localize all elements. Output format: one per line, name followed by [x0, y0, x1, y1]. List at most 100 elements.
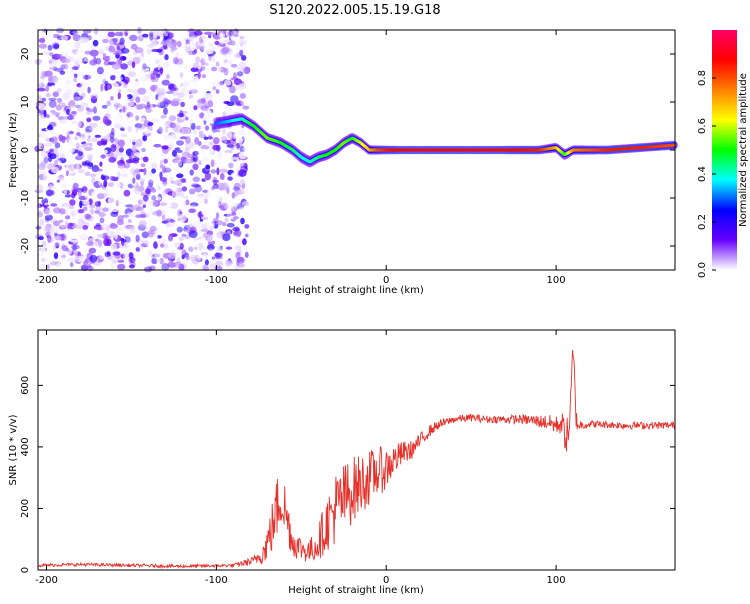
noise-blob	[204, 125, 210, 131]
noise-blob	[102, 135, 109, 140]
noise-blob	[43, 206, 50, 215]
noise-blob	[187, 58, 193, 67]
noise-blob	[135, 247, 141, 252]
noise-blob	[152, 69, 158, 76]
noise-blob	[172, 126, 178, 132]
noise-blob	[241, 188, 249, 194]
noise-blob	[100, 154, 106, 159]
noise-blob	[207, 189, 212, 196]
noise-blob	[168, 83, 175, 90]
spectrogram-y-label: Frequency (Hz)	[8, 112, 19, 188]
noise-blob	[208, 42, 215, 47]
noise-blob	[88, 127, 95, 131]
noise-blob	[53, 66, 58, 72]
noise-blob	[88, 122, 98, 129]
noise-blob	[36, 87, 46, 92]
noise-blob	[145, 174, 151, 182]
noise-blob	[164, 126, 169, 134]
noise-blob	[55, 104, 63, 111]
noise-blob	[208, 65, 216, 73]
noise-blob	[194, 246, 198, 251]
noise-blob	[180, 101, 186, 107]
noise-blob	[239, 93, 247, 99]
noise-blob	[177, 92, 185, 98]
noise-blob	[125, 212, 135, 220]
noise-blob	[167, 261, 176, 268]
noise-blob	[93, 106, 97, 114]
noise-blob	[234, 176, 242, 185]
noise-blob	[89, 59, 97, 66]
noise-blob	[201, 255, 206, 263]
noise-blob	[109, 223, 118, 229]
noise-blob	[141, 231, 149, 239]
noise-blob	[90, 45, 95, 49]
snr-frame	[37, 329, 676, 571]
noise-blob	[126, 111, 134, 119]
noise-blob	[149, 79, 156, 83]
noise-blob	[72, 182, 79, 190]
noise-blob	[113, 102, 122, 108]
noise-blob	[92, 39, 99, 47]
noise-blob	[161, 145, 169, 150]
noise-blob	[163, 60, 170, 69]
noise-blob	[119, 31, 124, 37]
noise-blob	[48, 183, 53, 189]
y-tick-label: 0	[20, 147, 31, 153]
x-tick-label: 0	[383, 275, 389, 286]
noise-blob	[165, 66, 173, 73]
noise-blob	[211, 46, 216, 51]
noise-blob	[49, 225, 59, 233]
noise-blob	[239, 35, 245, 40]
noise-blob	[68, 113, 73, 121]
noise-blob	[188, 94, 194, 99]
noise-blob	[237, 263, 245, 268]
noise-blob	[73, 73, 78, 78]
noise-blob	[138, 220, 147, 228]
noise-blob	[122, 252, 129, 260]
noise-blob	[213, 137, 220, 145]
noise-blob	[42, 97, 47, 102]
noise-blob	[157, 185, 161, 191]
noise-blob	[164, 120, 174, 129]
noise-blob	[225, 151, 232, 158]
noise-blob	[97, 49, 105, 55]
noise-blob	[122, 106, 126, 113]
noise-blob	[78, 214, 86, 220]
noise-blob	[134, 186, 139, 192]
noise-blob	[119, 181, 126, 190]
noise-blob	[148, 172, 153, 177]
noise-blob	[138, 177, 146, 182]
noise-blob	[205, 248, 215, 252]
noise-blob	[161, 79, 170, 86]
noise-blob	[110, 144, 117, 153]
noise-blob	[164, 133, 168, 141]
noise-blob	[129, 34, 138, 42]
noise-blob	[66, 108, 70, 116]
noise-blob	[96, 140, 103, 146]
noise-blob	[224, 106, 231, 111]
noise-blob	[109, 55, 113, 62]
noise-blob	[233, 231, 239, 236]
noise-blob	[168, 136, 174, 142]
noise-blob	[200, 228, 210, 233]
noise-blob	[75, 217, 79, 222]
noise-blob	[238, 83, 247, 90]
noise-blob	[172, 149, 177, 157]
noise-blob	[165, 91, 174, 94]
noise-blob	[121, 214, 129, 218]
noise-blob	[222, 111, 227, 119]
noise-blob	[240, 179, 245, 185]
noise-blob	[189, 254, 197, 262]
noise-blob	[114, 172, 118, 178]
noise-blob	[224, 217, 228, 222]
noise-blob	[44, 142, 53, 147]
noise-blob	[196, 198, 205, 203]
noise-blob	[229, 85, 236, 94]
noise-blob	[46, 185, 54, 190]
noise-blob	[231, 211, 237, 217]
noise-blob	[239, 42, 244, 48]
noise-blob	[221, 190, 227, 199]
noise-blob	[82, 225, 89, 230]
noise-blob	[215, 212, 220, 220]
noise-blob	[77, 209, 85, 214]
